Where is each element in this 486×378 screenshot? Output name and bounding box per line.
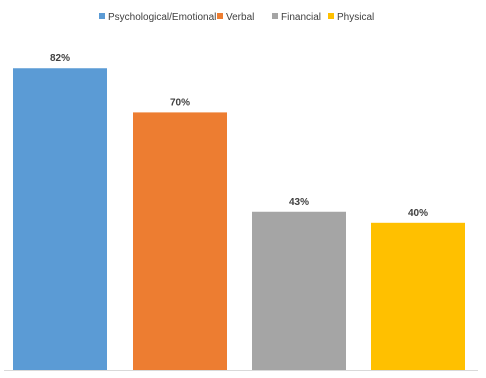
legend-item-verbal: Verbal bbox=[217, 12, 254, 23]
legend-swatch-physical bbox=[328, 13, 334, 19]
data-labels: 82% 70% 43% 40% bbox=[50, 53, 428, 219]
bar-financial bbox=[252, 211, 346, 370]
chart-legend: Psychological/Emotional Verbal Financial Ph… bbox=[99, 12, 374, 23]
legend-swatch-financial bbox=[272, 13, 278, 19]
bar-psychological-emotional bbox=[13, 68, 107, 371]
data-label-physical: 40% bbox=[408, 208, 428, 219]
legend-label-verbal: Verbal bbox=[226, 12, 254, 23]
legend-item-psychological-emotional: Psychological/Emotional bbox=[99, 12, 216, 23]
legend-swatch-verbal bbox=[217, 13, 223, 19]
bar-series bbox=[13, 68, 465, 371]
data-label-psychological-emotional: 82% bbox=[50, 53, 70, 64]
data-label-financial: 43% bbox=[289, 197, 309, 208]
legend-swatch-psychological-emotional bbox=[99, 13, 105, 19]
legend-label-financial: Financial bbox=[281, 12, 321, 23]
bar-physical bbox=[371, 222, 465, 370]
legend-label-physical: Physical bbox=[337, 12, 374, 23]
data-label-verbal: 70% bbox=[170, 97, 190, 108]
legend-item-financial: Financial bbox=[272, 12, 321, 23]
legend-label-psychological-emotional: Psychological/Emotional bbox=[108, 12, 216, 23]
legend-item-physical: Physical bbox=[328, 12, 374, 23]
bar-verbal bbox=[133, 112, 227, 371]
